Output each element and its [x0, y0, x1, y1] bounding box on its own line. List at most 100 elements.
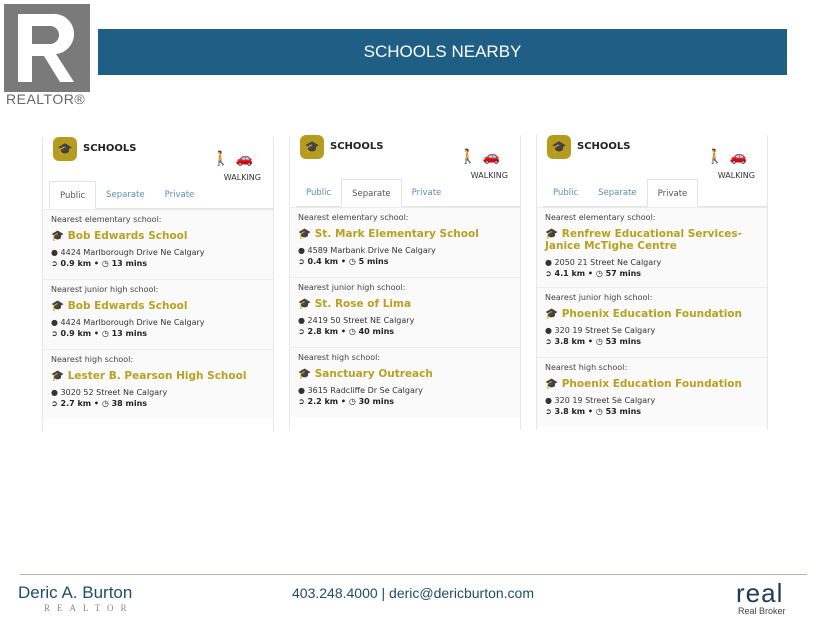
- school-level: Nearest high school:: [51, 355, 134, 364]
- brokerage-name: Real Broker: [738, 606, 786, 616]
- clock-icon: ◷: [348, 257, 356, 266]
- school-address: 3615 Radcliffe Dr Se Calgary: [307, 386, 423, 395]
- schools-panel: 🎓 SCHOOLS 🚶🚗 WALKING Public Separate Priva…: [42, 137, 274, 432]
- school-name[interactable]: Bob Edwards School: [67, 300, 188, 312]
- direction-icon: ➲: [545, 407, 552, 416]
- school-name[interactable]: Lester B. Pearson High School: [67, 370, 247, 382]
- map-pin-icon: ●: [51, 248, 58, 257]
- school-address: 3020 52 Street Ne Calgary: [60, 388, 168, 397]
- school-level: Nearest elementary school:: [545, 213, 656, 222]
- school-name[interactable]: St. Rose of Lima: [314, 298, 412, 310]
- school-name[interactable]: Bob Edwards School: [67, 230, 188, 242]
- footer-divider: [20, 574, 807, 575]
- agent-name: Deric A. Burton: [18, 583, 133, 602]
- travel-time: 5 mins: [358, 257, 389, 266]
- travel-time: 13 mins: [111, 259, 148, 268]
- car-icon[interactable]: 🚗: [235, 151, 259, 167]
- school-entry: Nearest elementary school: 🎓 Bob Edwards…: [43, 209, 273, 279]
- direction-icon: ➲: [51, 329, 58, 338]
- school-name[interactable]: Phoenix Education Foundation: [561, 378, 742, 390]
- tab-separate[interactable]: Separate: [598, 188, 637, 198]
- mode-label: WALKING: [470, 171, 508, 180]
- tab-private[interactable]: Private: [411, 188, 442, 198]
- graduation-cap-icon: 🎓: [545, 378, 562, 390]
- map-pin-icon: ●: [545, 258, 552, 267]
- school-entry: Nearest junior high school: 🎓 St. Rose o…: [290, 277, 520, 347]
- map-pin-icon: ●: [545, 396, 552, 405]
- graduation-cap-icon: 🎓: [53, 137, 77, 161]
- school-name-link[interactable]: 🎓 St. Rose of Lima: [298, 298, 512, 310]
- clock-icon: ◷: [595, 337, 603, 346]
- mode-label: WALKING: [223, 173, 261, 182]
- clock-icon: ◷: [348, 327, 356, 336]
- school-entry: Nearest high school: 🎓 Phoenix Education…: [537, 357, 767, 427]
- direction-icon: ➲: [51, 399, 58, 408]
- graduation-cap-icon: 🎓: [298, 368, 315, 380]
- school-name-link[interactable]: 🎓 Renfrew Educational Services-Janice Mc…: [545, 228, 759, 252]
- tab-public[interactable]: Public: [49, 181, 97, 209]
- realtor-logo-text: REALTOR®: [6, 91, 86, 107]
- tab-public[interactable]: Public: [553, 188, 579, 198]
- panel-title: SCHOOLS: [330, 141, 384, 152]
- direction-icon: ➲: [545, 337, 552, 346]
- tab-public[interactable]: Public: [306, 188, 332, 198]
- graduation-cap-icon: 🎓: [51, 300, 68, 312]
- clock-icon: ◷: [595, 407, 603, 416]
- school-name-link[interactable]: 🎓 Phoenix Education Foundation: [545, 308, 759, 320]
- school-name[interactable]: Renfrew Educational Services-Janice McTi…: [545, 228, 743, 252]
- distance: 0.9 km: [60, 259, 92, 268]
- agent-role: REALTOR: [44, 603, 134, 613]
- school-address: 2050 21 Street Ne Calgary: [554, 258, 662, 267]
- walking-icon[interactable]: 🚶: [459, 149, 483, 165]
- school-name-link[interactable]: 🎓 St. Mark Elementary School: [298, 228, 512, 240]
- distance: 2.7 km: [60, 399, 92, 408]
- walking-icon[interactable]: 🚶: [212, 151, 236, 167]
- direction-icon: ➲: [298, 257, 305, 266]
- school-address: 320 19 Street Se Calgary: [554, 396, 656, 405]
- distance: 2.8 km: [307, 327, 339, 336]
- distance: 2.2 km: [307, 397, 339, 406]
- graduation-cap-icon: 🎓: [545, 228, 562, 240]
- map-pin-icon: ●: [298, 246, 305, 255]
- graduation-cap-icon: 🎓: [300, 135, 324, 159]
- graduation-cap-icon: 🎓: [545, 308, 562, 320]
- distance: 3.8 km: [554, 407, 586, 416]
- agent-contact[interactable]: 403.248.4000 | deric@dericburton.com: [292, 585, 534, 601]
- school-entry: Nearest high school: 🎓 Sanctuary Outreac…: [290, 347, 520, 417]
- graduation-cap-icon: 🎓: [51, 230, 68, 242]
- school-name[interactable]: St. Mark Elementary School: [314, 228, 479, 240]
- school-name-link[interactable]: 🎓 Lester B. Pearson High School: [51, 370, 265, 382]
- school-entry: Nearest junior high school: 🎓 Phoenix Ed…: [537, 287, 767, 357]
- school-address: 2419 50 Street NE Calgary: [307, 316, 415, 325]
- school-name[interactable]: Sanctuary Outreach: [314, 368, 433, 380]
- school-entry: Nearest high school: 🎓 Lester B. Pearson…: [43, 349, 273, 419]
- school-level: Nearest elementary school:: [51, 215, 162, 224]
- tab-private[interactable]: Private: [164, 190, 195, 200]
- map-pin-icon: ●: [51, 318, 58, 327]
- tab-private[interactable]: Private: [646, 179, 699, 207]
- school-level: Nearest junior high school:: [298, 283, 406, 292]
- schools-panel: 🎓 SCHOOLS 🚶🚗 WALKING Public Separate Priva…: [536, 135, 768, 430]
- school-name-link[interactable]: 🎓 Phoenix Education Foundation: [545, 378, 759, 390]
- travel-time: 30 mins: [358, 397, 395, 406]
- school-address: 320 19 Street Se Calgary: [554, 326, 656, 335]
- distance: 0.9 km: [60, 329, 92, 338]
- walking-icon[interactable]: 🚶: [706, 149, 730, 165]
- school-name-link[interactable]: 🎓 Sanctuary Outreach: [298, 368, 512, 380]
- school-name[interactable]: Phoenix Education Foundation: [561, 308, 742, 320]
- school-address: 4424 Marlborough Drive Ne Calgary: [60, 248, 205, 257]
- panel-title: SCHOOLS: [83, 143, 137, 154]
- school-name-link[interactable]: 🎓 Bob Edwards School: [51, 300, 265, 312]
- car-icon[interactable]: 🚗: [729, 149, 753, 165]
- distance: 4.1 km: [554, 269, 586, 278]
- distance: 3.8 km: [554, 337, 586, 346]
- direction-icon: ➲: [298, 397, 305, 406]
- travel-time: 57 mins: [605, 269, 642, 278]
- tab-separate[interactable]: Separate: [341, 179, 402, 207]
- car-icon[interactable]: 🚗: [482, 149, 506, 165]
- map-pin-icon: ●: [545, 326, 552, 335]
- clock-icon: ◷: [348, 397, 356, 406]
- school-name-link[interactable]: 🎓 Bob Edwards School: [51, 230, 265, 242]
- tab-separate[interactable]: Separate: [106, 190, 145, 200]
- school-entry: Nearest elementary school: 🎓 Renfrew Edu…: [537, 207, 767, 287]
